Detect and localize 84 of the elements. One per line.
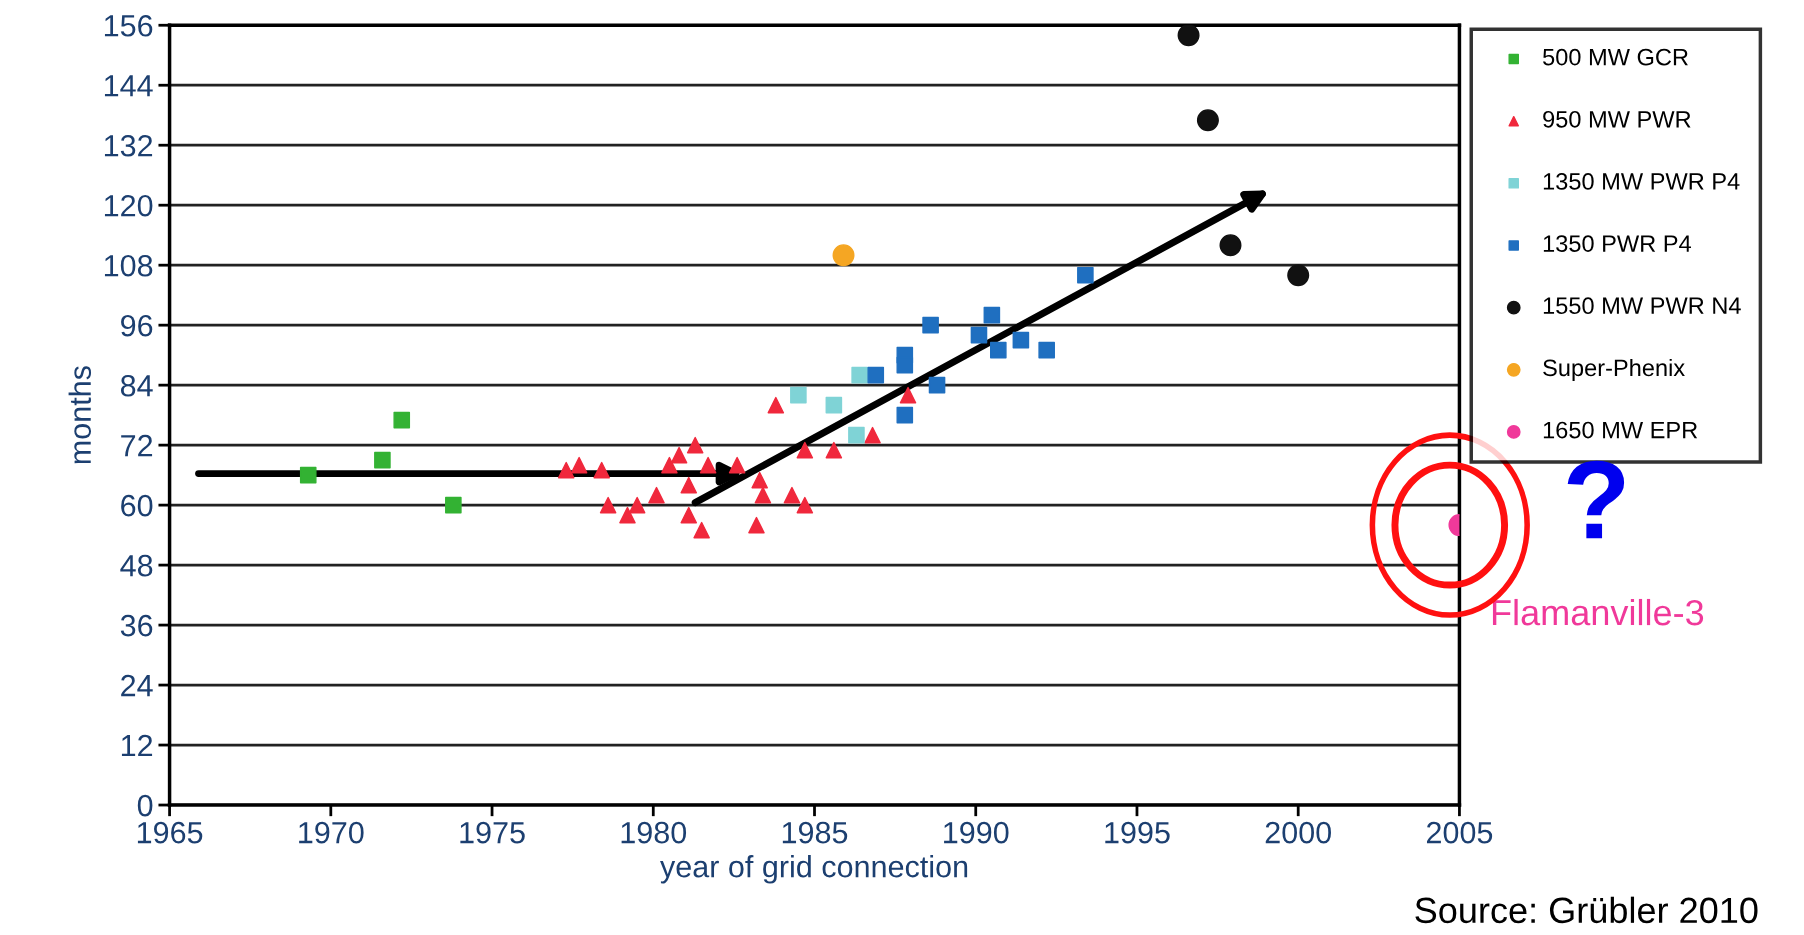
point bbox=[648, 486, 665, 504]
legend-label: 1550 MW PWR N4 bbox=[1543, 297, 1741, 315]
text: ? bbox=[1567, 460, 1625, 539]
y-axis-title: months bbox=[68, 366, 92, 464]
y-tick-label: 36 bbox=[120, 614, 153, 637]
x-tick-label: 2005 bbox=[1426, 821, 1493, 844]
y-tick-label: 0 bbox=[137, 794, 153, 817]
x-tick-label: 2000 bbox=[1265, 821, 1331, 844]
x-tick-label: 1975 bbox=[460, 821, 525, 844]
point bbox=[693, 521, 710, 539]
point bbox=[374, 451, 391, 469]
point bbox=[825, 441, 843, 459]
point bbox=[680, 476, 698, 494]
point bbox=[899, 386, 917, 404]
point bbox=[1196, 109, 1219, 132]
point bbox=[896, 356, 914, 374]
point bbox=[1038, 341, 1055, 359]
point bbox=[680, 506, 698, 524]
x-tick-label: 1980 bbox=[621, 821, 687, 844]
point bbox=[767, 396, 785, 414]
point bbox=[1012, 331, 1030, 349]
legend-label: 1350 PWR P4 bbox=[1543, 235, 1691, 252]
point bbox=[848, 426, 865, 444]
point bbox=[628, 496, 646, 514]
point bbox=[619, 506, 636, 524]
point bbox=[445, 496, 462, 514]
point bbox=[832, 244, 855, 267]
point bbox=[896, 406, 914, 424]
point bbox=[970, 326, 988, 344]
legend-label: 500 MW GCR bbox=[1543, 48, 1688, 66]
y-tick-label: 72 bbox=[121, 434, 153, 457]
point bbox=[864, 426, 881, 444]
point bbox=[983, 306, 1001, 324]
point bbox=[393, 411, 411, 429]
point bbox=[728, 456, 746, 474]
point bbox=[1219, 234, 1242, 257]
point bbox=[825, 396, 843, 414]
x-tick-label: 1985 bbox=[782, 821, 848, 844]
point bbox=[796, 441, 814, 459]
legend-label: 1350 MW PWR P4 bbox=[1543, 173, 1740, 190]
y-tick-label: 132 bbox=[104, 134, 153, 157]
point bbox=[557, 461, 575, 479]
point bbox=[699, 456, 717, 474]
point bbox=[670, 446, 688, 464]
legend-label: 1650 MW EPR bbox=[1543, 421, 1698, 439]
point bbox=[599, 496, 617, 514]
point bbox=[990, 341, 1007, 359]
x-tick-label: 1995 bbox=[1105, 821, 1170, 844]
x-tick-label: 1965 bbox=[137, 821, 203, 844]
point bbox=[790, 386, 807, 404]
y-tick-label: 48 bbox=[120, 554, 153, 577]
point bbox=[783, 486, 801, 504]
point bbox=[851, 366, 868, 384]
y-tick-label: 108 bbox=[104, 254, 153, 277]
y-tick-label: 60 bbox=[121, 494, 153, 517]
point bbox=[661, 456, 678, 474]
point bbox=[754, 486, 772, 504]
y-tick-label: 96 bbox=[121, 314, 153, 337]
point bbox=[867, 366, 885, 384]
point bbox=[299, 466, 317, 484]
x-tick-label: 1990 bbox=[944, 821, 1009, 844]
annotation: Flamanville-3 bbox=[1492, 598, 1704, 626]
y-tick-label: 156 bbox=[104, 14, 153, 37]
point bbox=[1077, 266, 1094, 284]
x-axis-title: year of grid connection bbox=[660, 855, 968, 884]
point bbox=[593, 461, 610, 479]
point bbox=[1177, 25, 1200, 47]
point bbox=[922, 316, 939, 334]
point bbox=[570, 456, 588, 474]
point bbox=[751, 471, 768, 489]
y-tick-label: 84 bbox=[120, 374, 153, 397]
y-tick-label: 24 bbox=[121, 674, 153, 697]
point bbox=[748, 516, 765, 534]
source-note: Source: Grübler 2010 bbox=[1415, 896, 1758, 924]
y-tick-label: 144 bbox=[104, 75, 153, 97]
y-tick-label: 12 bbox=[121, 734, 153, 757]
legend-label: Super-Phenix bbox=[1543, 358, 1685, 381]
point bbox=[686, 436, 704, 454]
x-tick-label: 1970 bbox=[299, 821, 364, 844]
legend-label: 950 MW PWR bbox=[1543, 110, 1691, 128]
point bbox=[796, 496, 814, 514]
y-tick-label: 120 bbox=[104, 194, 153, 217]
point bbox=[1287, 264, 1310, 287]
point bbox=[928, 376, 946, 394]
